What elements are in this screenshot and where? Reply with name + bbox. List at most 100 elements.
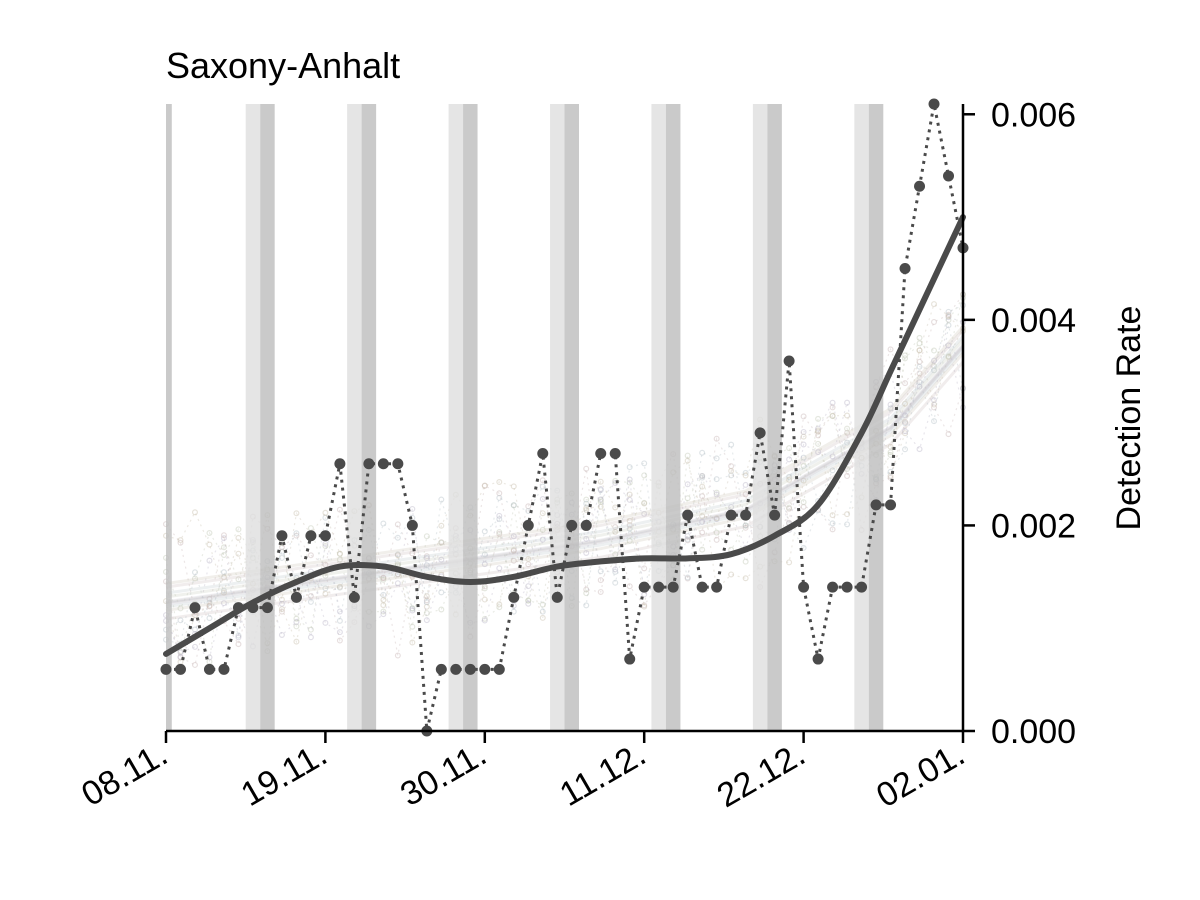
background-point	[829, 413, 836, 420]
background-point	[815, 449, 822, 456]
background-series-line	[165, 294, 964, 631]
background-point	[423, 562, 430, 569]
weekend-band	[752, 104, 768, 731]
background-point	[829, 526, 836, 533]
background-point	[438, 539, 445, 546]
background-point	[220, 569, 227, 576]
background-point	[307, 593, 314, 600]
background-point	[641, 472, 648, 479]
background-point	[235, 641, 242, 648]
background-point	[916, 370, 923, 377]
background-point	[510, 547, 517, 554]
background-point	[206, 557, 213, 564]
data-point	[725, 509, 737, 521]
data-point	[406, 519, 418, 531]
background-point	[844, 425, 851, 432]
background-point	[641, 603, 648, 610]
background-point	[525, 597, 532, 604]
data-point	[348, 591, 360, 603]
background-point	[481, 561, 488, 568]
background-point	[539, 477, 546, 484]
background-point	[481, 482, 488, 489]
background-point	[699, 474, 706, 481]
data-point	[392, 458, 404, 470]
background-point	[728, 571, 735, 578]
background-point	[612, 504, 619, 511]
data-point	[551, 591, 563, 603]
background-point	[728, 504, 735, 511]
data-point	[464, 663, 476, 675]
weekend-band	[767, 104, 782, 731]
background-point	[278, 631, 285, 638]
background-point	[177, 539, 184, 546]
background-point	[786, 504, 793, 511]
background-point	[887, 443, 894, 450]
data-point	[856, 581, 868, 593]
background-point	[525, 583, 532, 590]
background-point	[583, 505, 590, 512]
data-point	[189, 602, 201, 614]
background-point	[293, 638, 300, 645]
background-point	[786, 473, 793, 480]
background-point	[800, 499, 807, 506]
background-point	[713, 516, 720, 523]
background-point	[307, 598, 314, 605]
background-point	[423, 553, 430, 560]
background-point	[844, 399, 851, 406]
chart-title: Saxony-Anhalt	[166, 45, 400, 86]
background-point	[699, 483, 706, 490]
data-point	[580, 519, 592, 531]
background-point	[916, 363, 923, 370]
background-point	[699, 449, 706, 456]
background-point	[786, 559, 793, 566]
background-point	[815, 427, 822, 434]
weekend-band	[854, 104, 869, 731]
background-point	[684, 495, 691, 502]
background-point	[293, 510, 300, 517]
background-point	[626, 583, 633, 590]
background-point	[742, 472, 749, 479]
weekend-band	[260, 104, 275, 731]
data-point	[827, 581, 839, 593]
background-point	[800, 463, 807, 470]
background-point	[800, 544, 807, 551]
background-point	[829, 467, 836, 474]
background-point	[423, 599, 430, 606]
background-point	[481, 615, 488, 622]
background-point	[612, 551, 619, 558]
background-point	[815, 425, 822, 432]
background-point	[626, 491, 633, 498]
background-point	[931, 367, 938, 374]
background-point	[931, 397, 938, 404]
background-point	[380, 591, 387, 598]
weekend-band	[564, 104, 579, 731]
x-ticks: 08.11. 19.11. 30.11. 11.12. 22.12. 02.01.	[75, 731, 971, 815]
background-point	[887, 449, 894, 456]
background-point	[742, 522, 749, 529]
data-point	[696, 581, 708, 593]
background-point	[916, 347, 923, 354]
background-point	[829, 520, 836, 527]
background-point	[220, 544, 227, 551]
background-series-line	[165, 316, 964, 659]
data-point	[624, 653, 636, 665]
background-point	[699, 529, 706, 536]
background-point	[583, 535, 590, 542]
background-point	[307, 626, 314, 633]
background-point	[191, 569, 198, 576]
data-point	[711, 581, 723, 593]
data-point	[479, 663, 491, 675]
background-point	[539, 614, 546, 621]
background-point	[525, 600, 532, 607]
background-point	[220, 589, 227, 596]
weekend-band	[448, 104, 464, 731]
background-point	[945, 431, 952, 438]
background-point	[525, 597, 532, 604]
weekend-band	[868, 104, 884, 731]
background-point	[496, 516, 503, 523]
background-point	[293, 619, 300, 626]
background-point	[293, 530, 300, 537]
background-point	[177, 617, 184, 624]
background-point	[713, 489, 720, 496]
